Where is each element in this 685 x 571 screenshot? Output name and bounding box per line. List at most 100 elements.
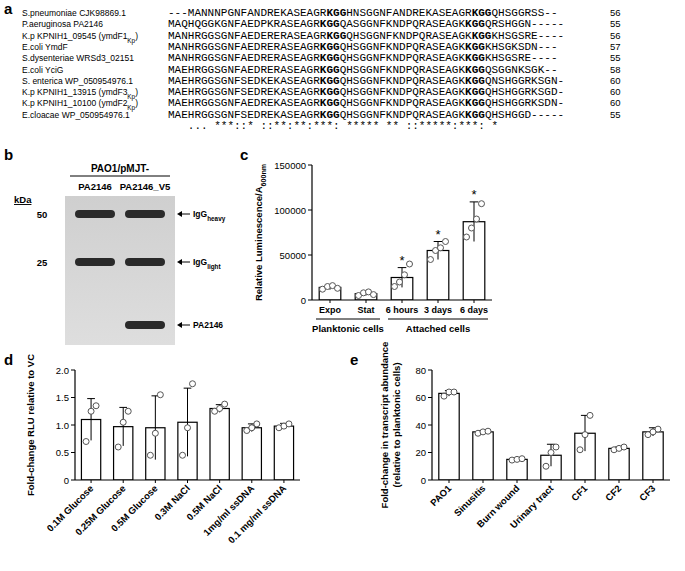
marks bbox=[319, 201, 485, 300]
seq-motif: KGG bbox=[326, 7, 346, 19]
y-tick-label: 40 bbox=[415, 420, 426, 431]
seq-motif: KGG bbox=[465, 86, 485, 98]
y-tick bbox=[308, 255, 312, 256]
x-tick-label: PAO1 bbox=[428, 482, 454, 508]
species-name: S.dysenteriae WRSd3_02151 bbox=[22, 53, 134, 63]
seq-part: QHSHGGRKSGD- bbox=[485, 86, 564, 98]
data-point bbox=[621, 444, 627, 450]
seq-part: QHSGGNFKNDPQRASEAGK bbox=[340, 64, 466, 76]
bar bbox=[609, 448, 629, 480]
x-tick-label: CF2 bbox=[603, 483, 623, 503]
seq-part: MANHRGGSGNFAEDERERASEAGR bbox=[168, 30, 327, 42]
text-part: IgG bbox=[193, 257, 208, 267]
text-part: K.p KPNIH1_10100 (ymdF2 bbox=[22, 98, 128, 108]
data-point bbox=[402, 272, 408, 278]
bar bbox=[391, 278, 413, 301]
y-tick-label: 1.5 bbox=[56, 392, 69, 403]
data-point bbox=[397, 279, 403, 285]
seq-length: 55 bbox=[610, 52, 621, 63]
x-tick bbox=[474, 300, 475, 303]
seq-part: MAQHQGGKGNFAEDPKRASEAGR bbox=[168, 18, 320, 30]
text-part: K.p KPNIH1_09545 (ymdF1 bbox=[22, 31, 128, 41]
x-tick bbox=[551, 480, 552, 483]
seq-part: ... ***::* ::**:**:***: ***** ** ::*****… bbox=[168, 120, 498, 132]
x-tick-label: 6 hours bbox=[386, 305, 419, 315]
species-name: E.coli YmdF bbox=[22, 42, 68, 52]
data-point bbox=[335, 285, 341, 291]
seq-motif: KGG bbox=[465, 41, 485, 53]
lane-label: PA2146_V5 bbox=[120, 181, 171, 192]
header-rule bbox=[70, 176, 170, 177]
x-tick-label: 3 days bbox=[424, 305, 452, 315]
significance: * bbox=[399, 253, 404, 268]
data-point bbox=[438, 245, 444, 251]
x-tick bbox=[283, 480, 284, 483]
text-part: IgG bbox=[193, 209, 208, 219]
seq-part: QHSGGRSS-- bbox=[491, 7, 557, 19]
y-axis-label: (relative to planktonic cells) bbox=[391, 362, 402, 487]
group-bracket bbox=[316, 319, 380, 320]
data-point bbox=[115, 444, 121, 450]
y-tick bbox=[71, 370, 75, 371]
seq-part: QHSGGNFKNDPQRASEAGK bbox=[340, 86, 466, 98]
x-tick bbox=[155, 480, 156, 483]
data-point bbox=[428, 257, 434, 263]
y-tick bbox=[308, 165, 312, 166]
seq-part: ---MANNNPGNFANDREKASEAGR bbox=[168, 7, 327, 19]
x-tick bbox=[251, 480, 252, 483]
sequence: MANHRGGSGNFAEDRERASEAGRKGGQHSGGNFKNDPQRA… bbox=[168, 41, 558, 53]
seq-motif: KGG bbox=[320, 75, 340, 87]
x-tick-label: CF3 bbox=[637, 483, 657, 503]
sequence: MAEHRGGSGNFAEDREKASEAGRKGGQHSGGNFKNDPQRA… bbox=[168, 97, 564, 109]
error-bar bbox=[184, 388, 192, 456]
seq-motif: KGG bbox=[326, 30, 346, 42]
text-part: ) bbox=[135, 98, 138, 108]
seq-part: QHSGGNFKNDPQRASEAGK bbox=[346, 30, 472, 42]
data-point bbox=[655, 426, 661, 432]
y-tick-label: 1.0 bbox=[56, 420, 69, 431]
x-tick bbox=[653, 480, 654, 483]
species-name: E.cloacae WP_050954976.1 bbox=[22, 110, 130, 120]
x-tick-label: Expo bbox=[319, 305, 342, 315]
data-point bbox=[407, 261, 413, 267]
data-point bbox=[441, 393, 447, 399]
data-point bbox=[371, 292, 377, 298]
x-tick-label: Stat bbox=[357, 305, 374, 315]
y-tick-label: 0 bbox=[421, 475, 426, 486]
x-tick bbox=[619, 480, 620, 483]
y-axis bbox=[311, 165, 312, 300]
data-point bbox=[392, 284, 398, 290]
blot-band bbox=[125, 258, 165, 266]
y-tick bbox=[308, 300, 312, 301]
significance: * bbox=[435, 227, 440, 242]
seq-motif: KGG bbox=[465, 64, 485, 76]
data-point bbox=[180, 452, 186, 458]
data-point bbox=[582, 432, 588, 438]
data-point bbox=[190, 381, 196, 387]
data-point bbox=[217, 406, 223, 412]
y-tick bbox=[71, 480, 75, 481]
sequence: MAQHQGGKGNFAEDPKRASEAGRKGGQASGGNFKNDPQRA… bbox=[168, 18, 564, 30]
data-point bbox=[157, 392, 163, 398]
panel-label: b bbox=[4, 146, 13, 163]
seq-part: MANHRGGSGNFAEDRERASEAGR bbox=[168, 52, 320, 64]
y-tick bbox=[308, 210, 312, 211]
blot-band bbox=[75, 258, 115, 266]
seq-part: MAEHRGGSGNFAEDREKASEAGR bbox=[168, 97, 320, 109]
data-point bbox=[519, 456, 525, 462]
seq-part: MAEHRGGSGNFSEDKEKASEAGR bbox=[168, 75, 320, 87]
text-part: Relative Luminescence/A bbox=[253, 186, 264, 301]
x-tick-label: 6 days bbox=[460, 305, 488, 315]
y-tick bbox=[428, 397, 432, 398]
text-subscript: heavy bbox=[207, 215, 225, 223]
species-name: S.pneumoniae CJK98869.1 bbox=[22, 8, 126, 18]
sequence: MAEHRGGSGNFAEDRERASEAGRKGGQHSGGNFKNDPQRA… bbox=[168, 64, 558, 76]
seq-part: QHSHGGRKSDN- bbox=[485, 97, 564, 109]
bar bbox=[242, 428, 261, 480]
x-tick bbox=[402, 300, 403, 303]
seq-motif: KGG bbox=[465, 109, 485, 121]
unit-label: kDa bbox=[14, 194, 32, 205]
group-label: Planktonic cells bbox=[312, 323, 384, 334]
bar bbox=[439, 393, 459, 480]
panel-label: d bbox=[4, 351, 13, 368]
